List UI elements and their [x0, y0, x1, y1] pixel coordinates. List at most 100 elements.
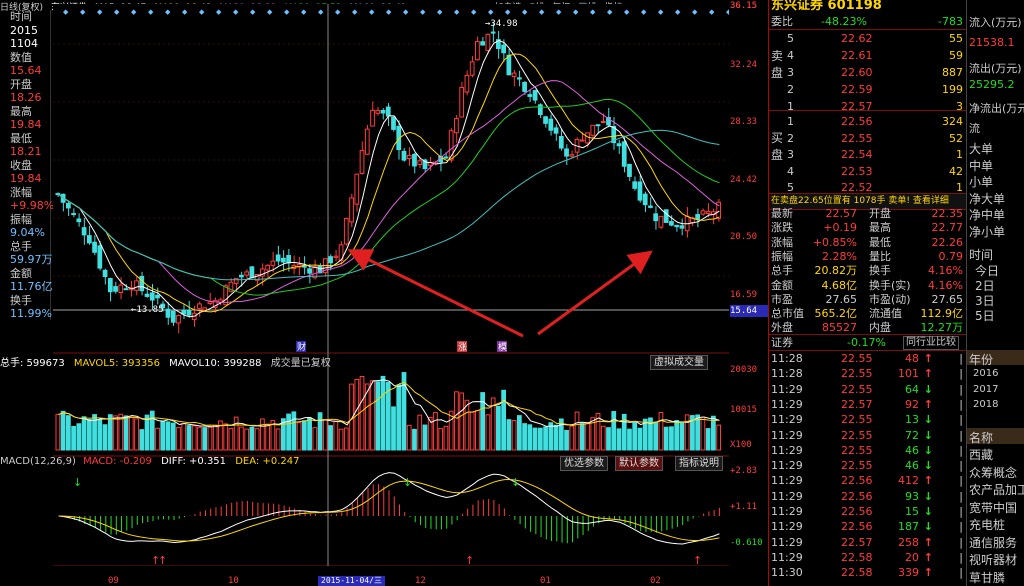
- fund-flow-text: 25295.2: [969, 78, 1015, 91]
- arrow-down-icon: ↓: [923, 382, 933, 396]
- arrow-up-icon: ↑: [923, 535, 933, 549]
- stat-value: 565.2亿: [814, 307, 858, 321]
- year-item[interactable]: 2018: [973, 399, 999, 410]
- tick-time: 11:29: [771, 550, 803, 564]
- diff-line: [58, 472, 720, 545]
- volume-bar: [391, 406, 396, 451]
- sell-level-row[interactable]: 1 22.57 3: [769, 99, 967, 114]
- macd-cross-marker: ↓: [73, 476, 82, 489]
- volume-bar: [280, 418, 286, 451]
- macd-value: MACD: -0.209: [83, 456, 152, 467]
- arrow-down-icon: ↓: [923, 443, 933, 457]
- stat-label: 金额: [771, 278, 793, 292]
- large-order-notice[interactable]: 在卖盘22.65位置有 1078手 卖单! 查看详细: [769, 193, 967, 210]
- candle-body: [637, 181, 643, 201]
- tick-row: 11:29 22.55 46 ↓ |: [769, 443, 967, 458]
- candle-body: [621, 141, 627, 167]
- signal-marker: ◆: [318, 8, 324, 16]
- date-tick: 10: [228, 576, 239, 586]
- volume-bars: [55, 372, 722, 451]
- buy-level-row[interactable]: 2 22.55 52: [769, 131, 967, 146]
- sell-price: 22.60: [841, 66, 873, 79]
- day-range-item[interactable]: 3日: [975, 294, 995, 308]
- macd-title: MACD(12,26,9): [0, 456, 76, 467]
- event-marker-cai[interactable]: [296, 341, 306, 352]
- price-tick: 24.42: [730, 175, 758, 185]
- year-item[interactable]: 2016: [973, 368, 999, 379]
- concept-item[interactable]: 农产品加工: [969, 483, 1024, 497]
- sell-level-row[interactable]: 3 22.60 887: [769, 65, 967, 80]
- candle-body: [155, 294, 160, 299]
- stat-value: 22.77: [931, 221, 964, 235]
- tick-row: 11:29 22.56 15 ↓ |: [769, 504, 967, 519]
- candle-body: [239, 274, 244, 278]
- candle-body: [569, 154, 575, 157]
- arrow-up-icon: ↑: [923, 550, 933, 564]
- buy-price: 22.56: [841, 115, 873, 128]
- concept-item[interactable]: 西藏: [969, 448, 994, 462]
- buy-level-row[interactable]: 4 22.53 42: [769, 164, 967, 179]
- stat-value: 112.9亿: [920, 307, 964, 321]
- candle-body: [81, 227, 87, 236]
- tick-row: 11:29 22.55 72 ↓ |: [769, 428, 967, 443]
- tick-separator: |: [959, 459, 963, 473]
- weibi-value: -48.23%: [821, 15, 867, 28]
- signal-marker: ◆: [726, 8, 729, 16]
- day-range-item[interactable]: 5日: [975, 309, 995, 323]
- concept-item[interactable]: 通信服务: [969, 535, 1018, 550]
- candle-body: [548, 118, 554, 131]
- side-info-panel: 流入(万元) 21538.1 流出(万元) 25295.2 净流出(万元) 流大单中单小单…: [966, 0, 1024, 586]
- level-num: 4: [787, 164, 794, 178]
- volume-bar: [443, 425, 449, 451]
- kline-chart[interactable]: ◆ ◆ ◆ ◆ ◆ ◆ ◆ ◆ ◆ ◆ ◆ ◆ ◆ ◆ ◆ ◆ ◆ ◆ ◆ ◆ ◆ ◆ ◆ ◆ ◆ ◆ ◆ ◆ ◆ ◆ ◆ ◆ ◆ ◆ ◆ ◆ ◆ ◆ ◆ ◆…: [53, 4, 729, 566]
- default-params-button[interactable]: 默认参数: [615, 456, 663, 471]
- day-range-item[interactable]: 2日: [975, 279, 995, 293]
- day-range-item[interactable]: 今日: [975, 264, 1000, 278]
- arrow-up-icon: ↑: [923, 474, 933, 488]
- signal-marker: ◆: [539, 8, 545, 16]
- virtual-volume-button[interactable]: 虚拟成交量: [650, 355, 708, 370]
- stat-label: 涨幅: [771, 235, 793, 249]
- macd-cross-marker: ↑: [693, 554, 702, 566]
- concept-item[interactable]: 充电桩: [969, 518, 1006, 532]
- buy-level-row[interactable]: 3 22.54 1: [769, 147, 967, 162]
- tick-time: 11:29: [771, 505, 803, 518]
- concept-item[interactable]: 草甘膦: [969, 570, 1006, 585]
- arrow-down-icon: ↓: [923, 413, 933, 427]
- event-marker-mo[interactable]: [497, 341, 507, 352]
- date-tick: 02: [650, 576, 661, 586]
- concept-item[interactable]: 众筹概念: [969, 465, 1018, 480]
- concept-item[interactable]: 视听器材: [969, 553, 1018, 567]
- candle-body: [606, 117, 611, 126]
- volume-bar: [165, 421, 171, 451]
- volume-header: 总手: 599673 MAVOL5: 393356 MAVOL10: 39928…: [0, 354, 730, 369]
- volume-bar: [233, 416, 239, 451]
- candle-body: [139, 275, 145, 292]
- concept-item[interactable]: 宽带中国: [969, 500, 1018, 515]
- tick-price: 22.55: [841, 413, 873, 427]
- candle-body: [375, 109, 381, 114]
- sell-level-row[interactable]: 4 22.61 59: [769, 48, 967, 63]
- candle-body: [186, 309, 192, 316]
- year-item[interactable]: 2017: [973, 383, 999, 395]
- industry-compare-button[interactable]: 同行业比较: [903, 336, 959, 350]
- buy-side-label: 买盘: [771, 131, 784, 162]
- candle-body: [359, 150, 365, 174]
- volume-bar: [496, 405, 501, 451]
- volume-bar: [679, 421, 685, 451]
- buy-level-row[interactable]: 1 22.56 324: [769, 114, 967, 129]
- tick-time: 11:29: [771, 443, 803, 457]
- buy-level-row[interactable]: 5 22.52 1: [769, 180, 967, 195]
- tick-separator: |: [959, 566, 963, 580]
- optimal-params-button[interactable]: 优选参数: [560, 456, 608, 471]
- current-price-marker: 15.64: [730, 305, 768, 317]
- info-label: 振幅: [10, 212, 32, 226]
- event-marker-zhang[interactable]: [457, 341, 467, 352]
- info-value: 15.64: [10, 64, 42, 77]
- tick-time: 11:29: [771, 535, 803, 549]
- indicator-help-button[interactable]: 指标说明: [675, 456, 723, 471]
- sell-level-row[interactable]: 2 22.59 199: [769, 82, 967, 97]
- sell-level-row[interactable]: 5 22.62 55: [769, 31, 967, 46]
- volume-bar: [176, 427, 181, 451]
- signal-marker: ◆: [641, 8, 647, 16]
